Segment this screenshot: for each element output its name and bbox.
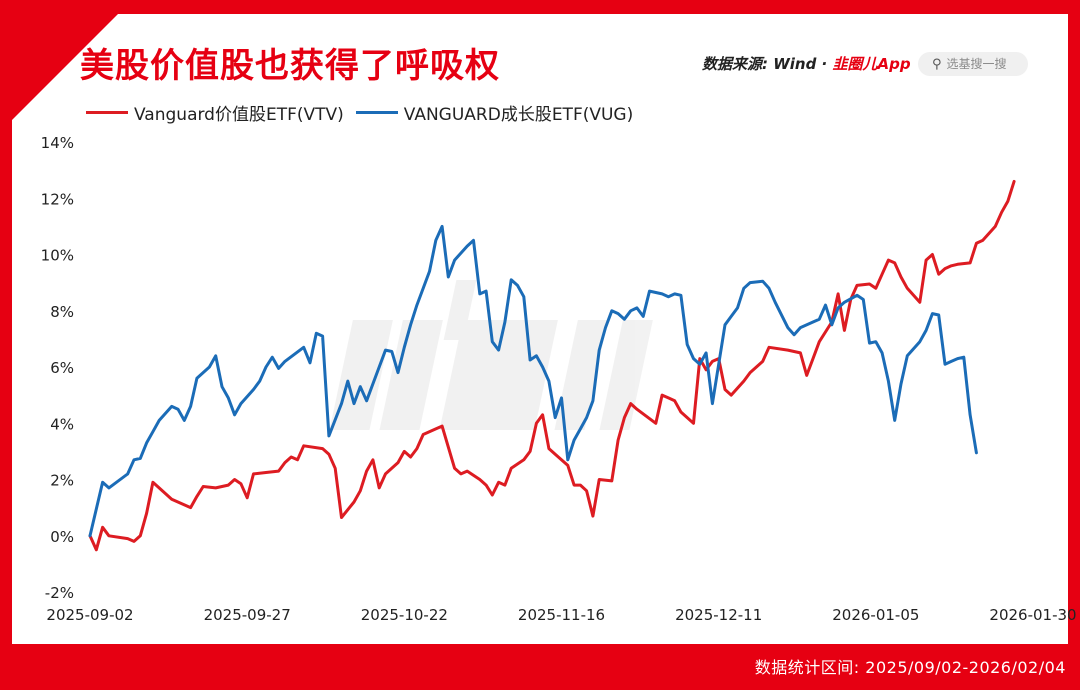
date-range-note: 数据统计区间: 2025/09/02-2026/02/04 — [754, 658, 1066, 677]
x-tick-label: 2026-01-05 — [832, 606, 919, 624]
source-brand-logo: 韭圈儿App — [832, 55, 911, 73]
x-tick-label: 2025-09-02 — [46, 606, 133, 624]
chart-legend: Vanguard价值股ETF(VTV) VANGUARD成长股ETF(VUG) — [86, 100, 645, 125]
legend-item-vtv: Vanguard价值股ETF(VTV) — [86, 100, 344, 125]
search-pill[interactable]: ⚲ 选基搜一搜 — [918, 52, 1028, 76]
search-icon: ⚲ — [932, 57, 942, 72]
watermark-logo — [329, 280, 653, 430]
x-tick-label: 2025-10-22 — [361, 606, 448, 624]
legend-swatch-vug — [355, 111, 398, 114]
data-source: 数据来源: Wind · 韭圈儿App — [702, 53, 911, 74]
legend-item-vug: VANGUARD成长股ETF(VUG) — [355, 100, 634, 125]
series-line-vtv — [88, 179, 1016, 552]
chart-title: 美股价值股也获得了呼吸权 — [80, 46, 500, 86]
legend-label-vtv: Vanguard价值股ETF(VTV) — [134, 105, 344, 125]
search-placeholder: 选基搜一搜 — [946, 57, 1007, 71]
x-tick-label: 2025-09-27 — [204, 606, 291, 624]
series-line-vug — [88, 224, 978, 538]
x-tick-label: 2025-11-16 — [518, 606, 605, 624]
chart-panel — [12, 14, 1068, 644]
corner-accent — [12, 14, 118, 120]
x-tick-label: 2026-01-30 — [989, 606, 1076, 624]
y-tick-label: 10% — [41, 247, 74, 265]
y-tick-label: -2% — [45, 584, 74, 602]
y-tick-label: 14% — [41, 134, 74, 152]
y-tick-label: 6% — [50, 359, 74, 377]
x-tick-label: 2025-12-11 — [675, 606, 762, 624]
y-tick-label: 4% — [50, 415, 74, 433]
legend-label-vug: VANGUARD成长股ETF(VUG) — [403, 105, 634, 125]
y-tick-label: 2% — [50, 472, 74, 490]
y-tick-label: 0% — [50, 528, 74, 546]
source-prefix: 数据来源: Wind · — [702, 55, 833, 73]
legend-swatch-vtv — [86, 111, 128, 114]
y-tick-label: 12% — [41, 190, 74, 208]
y-tick-label: 8% — [50, 303, 74, 321]
